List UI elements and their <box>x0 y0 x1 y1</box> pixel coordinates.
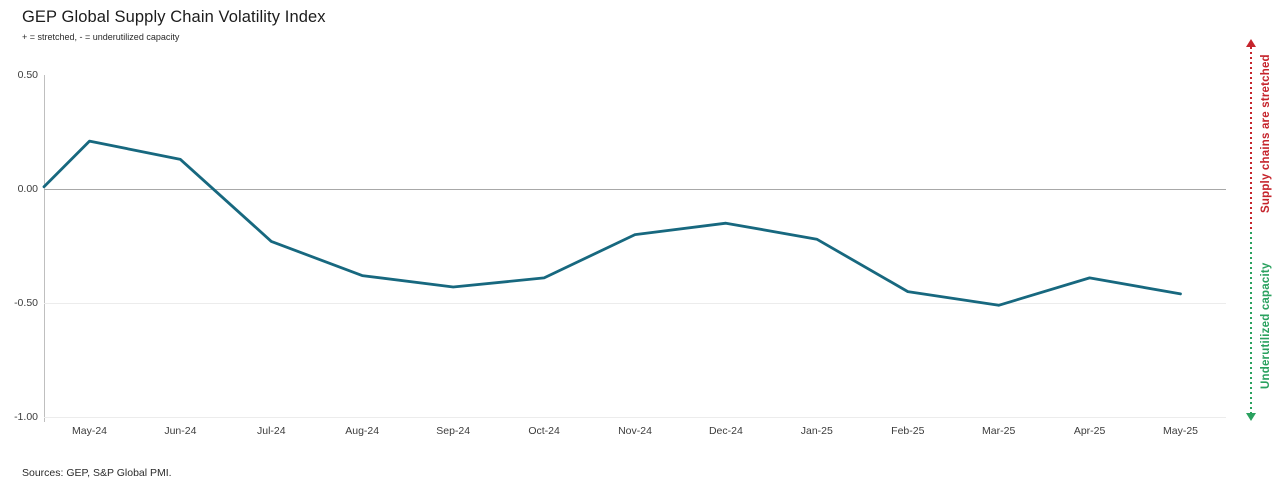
x-tick-label: May-25 <box>1162 425 1198 437</box>
x-tick-label: Mar-25 <box>982 425 1016 437</box>
underutilized-label: Underutilized capacity <box>1260 262 1272 390</box>
x-tick-label: Aug-24 <box>345 425 380 437</box>
chart-title: GEP Global Supply Chain Volatility Index <box>22 8 326 26</box>
gridline <box>44 189 1226 190</box>
x-tick-label: Nov-24 <box>618 425 652 437</box>
volatility-line <box>42 139 1182 307</box>
x-tick-label: Oct-24 <box>528 425 560 437</box>
y-tick-label: -1.00 <box>14 410 38 423</box>
y-tick-label: 0.00 <box>17 182 38 195</box>
stretched-dotted-line <box>1250 47 1252 232</box>
stretched-label: Supply chains are stretched <box>1260 54 1272 214</box>
y-axis-line <box>44 75 45 422</box>
plot-area <box>42 75 1226 418</box>
data-line-svg <box>42 139 1182 307</box>
chart-subtitle: + = stretched, - = underutilized capacit… <box>22 32 180 42</box>
x-tick-label: Feb-25 <box>891 425 925 437</box>
arrow-up-icon <box>1246 39 1256 47</box>
x-tick-label: Jun-24 <box>164 425 197 437</box>
gridline <box>44 303 1226 304</box>
underutilized-dotted-line <box>1250 232 1252 413</box>
y-tick-label: -0.50 <box>14 296 38 309</box>
x-tick-label: Jul-24 <box>256 425 286 437</box>
gridline <box>44 417 1226 418</box>
x-tick-label: Apr-25 <box>1073 425 1106 437</box>
x-tick-label: Dec-24 <box>708 425 743 437</box>
x-tick-label: Sep-24 <box>436 425 471 437</box>
sources-text: Sources: GEP, S&P Global PMI. <box>22 467 172 479</box>
arrow-down-icon <box>1246 413 1256 421</box>
x-tick-label: May-24 <box>71 425 107 437</box>
y-tick-label: 0.50 <box>17 68 38 81</box>
x-tick-label: Jan-25 <box>800 425 833 437</box>
